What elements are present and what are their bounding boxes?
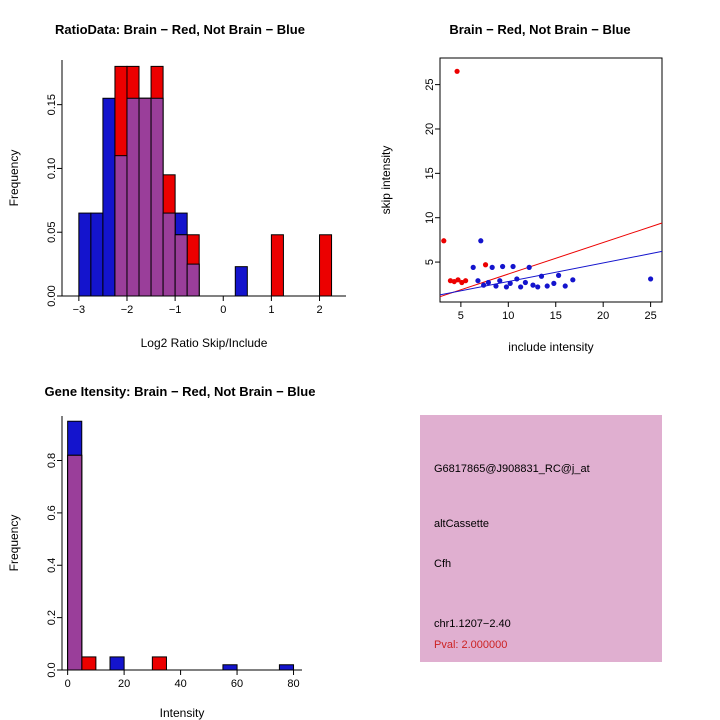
svg-text:0: 0	[220, 304, 226, 316]
gene-name-text: Cfh	[434, 558, 452, 570]
ratio-histogram-title: RatioData: Brain − Red, Not Brain − Blue	[55, 22, 305, 37]
svg-text:25: 25	[424, 78, 436, 90]
svg-text:15: 15	[424, 167, 436, 179]
gene-info-panel: G6817865@J908831_RC@j_at altCassette Cfh…	[360, 360, 720, 720]
svg-text:40: 40	[174, 678, 186, 690]
svg-text:0: 0	[65, 678, 71, 690]
pval-text: Pval: 2.000000	[434, 639, 508, 651]
svg-text:0.4: 0.4	[46, 558, 58, 573]
gene-intensity-histogram-title: Gene Itensity: Brain − Red, Not Brain − …	[44, 384, 316, 399]
genomic-location-text: chr1.1207−2.40	[434, 618, 511, 630]
ratio-histogram-ylabel: Frequency	[7, 149, 21, 207]
svg-text:1: 1	[268, 304, 274, 316]
svg-text:0.6: 0.6	[46, 505, 58, 520]
svg-text:80: 80	[287, 678, 299, 690]
scatter-plot-canvas: 5 10 15 20 25 5 10 15 20 25	[424, 57, 663, 322]
svg-text:0.10: 0.10	[46, 158, 58, 179]
svg-text:−1: −1	[169, 304, 182, 316]
svg-text:0.2: 0.2	[46, 610, 58, 625]
svg-text:−3: −3	[73, 304, 86, 316]
ratio-histogram-panel: RatioData: Brain − Red, Not Brain − Blue…	[0, 0, 360, 360]
svg-text:2: 2	[316, 304, 322, 316]
svg-text:5: 5	[424, 259, 436, 265]
svg-text:15: 15	[550, 310, 562, 322]
svg-text:0.15: 0.15	[46, 94, 58, 115]
svg-text:0.0: 0.0	[46, 662, 58, 677]
gene-info-box: G6817865@J908831_RC@j_at altCassette Cfh…	[420, 415, 662, 662]
scatter-plot-xlabel: include intensity	[508, 340, 594, 354]
scatter-plot-ylabel: skip intensity	[379, 145, 393, 215]
svg-text:60: 60	[231, 678, 243, 690]
svg-text:10: 10	[502, 310, 514, 322]
event-type-text: altCassette	[434, 518, 490, 530]
svg-text:0.05: 0.05	[46, 222, 58, 243]
scatter-plot-title: Brain − Red, Not Brain − Blue	[449, 22, 631, 37]
ratio-histogram-xlabel: Log2 Ratio Skip/Include	[140, 336, 268, 350]
svg-text:5: 5	[458, 310, 464, 322]
gene-intensity-histogram-ylabel: Frequency	[7, 514, 21, 572]
gene-intensity-histogram-xlabel: Intensity	[159, 706, 205, 720]
scatter-plot-panel: Brain − Red, Not Brain − Blue 5 10 15 20 25 5…	[360, 0, 720, 360]
svg-text:25: 25	[644, 310, 656, 322]
gene-intensity-histogram-panel: Gene Itensity: Brain − Red, Not Brain − …	[0, 360, 360, 720]
svg-text:20: 20	[424, 123, 436, 135]
probe-id-text: G6817865@J908831_RC@j_at	[434, 463, 590, 475]
svg-text:0.8: 0.8	[46, 453, 58, 468]
gene-intensity-histogram-canvas: 0 20 40 60 80 0.0 0.2 0.4 0.6 0.8	[46, 416, 302, 690]
svg-text:20: 20	[118, 678, 130, 690]
svg-text:10: 10	[424, 212, 436, 224]
svg-text:0.00: 0.00	[46, 285, 58, 306]
ratio-histogram-canvas: −3 −2 −1 0 1 2 0.00 0.05 0.10 0.15	[46, 60, 346, 316]
svg-text:−2: −2	[121, 304, 134, 316]
svg-text:20: 20	[597, 310, 609, 322]
